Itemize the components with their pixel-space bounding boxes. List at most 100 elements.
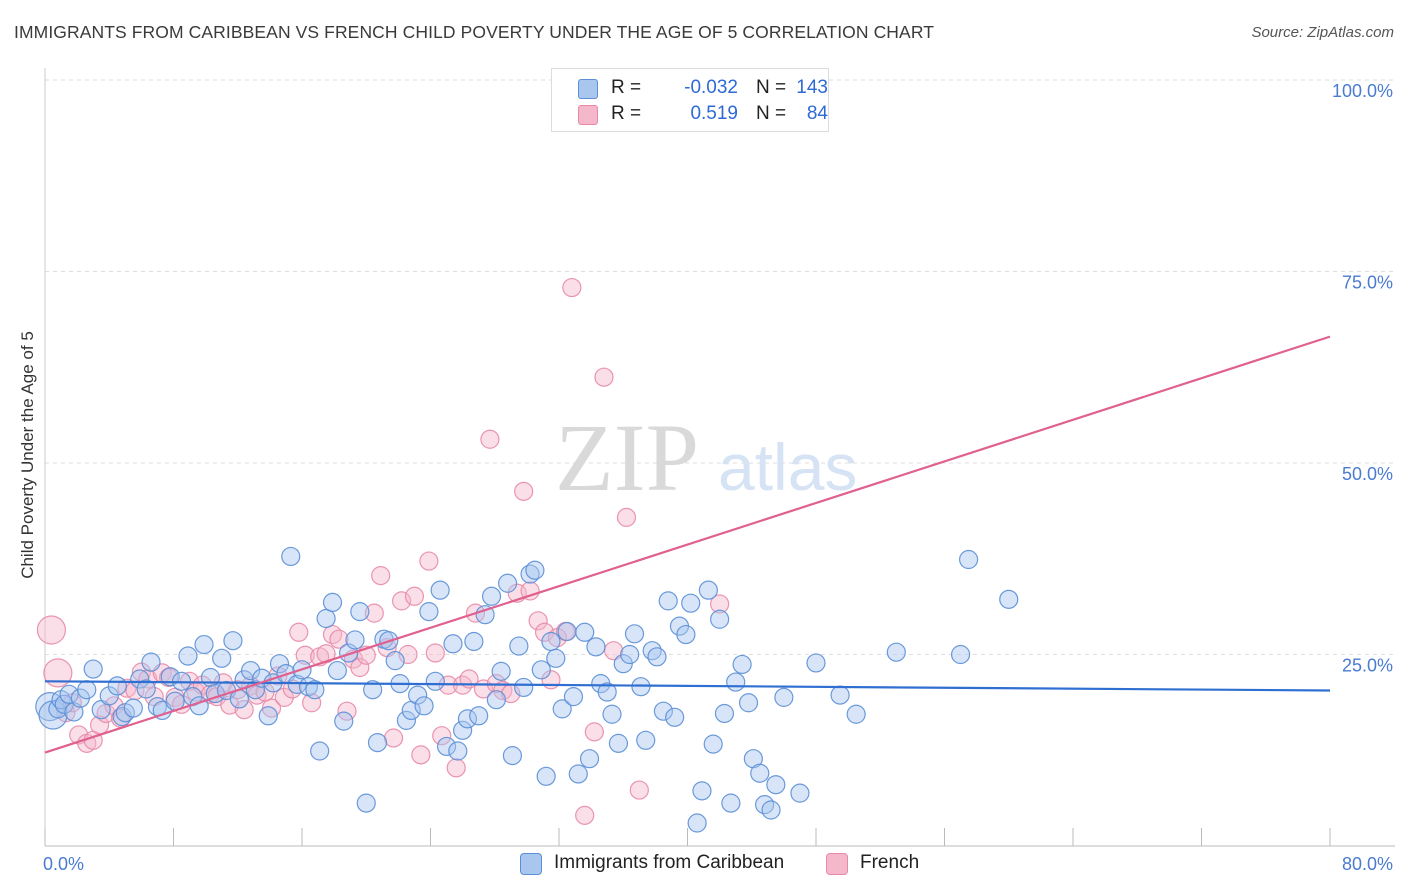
caribbean-point xyxy=(624,624,645,644)
french-point xyxy=(520,581,540,601)
caribbean-point xyxy=(123,698,143,718)
caribbean-points xyxy=(35,546,1019,833)
french-point xyxy=(562,277,582,298)
french-point xyxy=(480,429,500,449)
caribbean-point xyxy=(269,654,290,674)
caribbean-point xyxy=(636,730,656,750)
caribbean-point xyxy=(999,589,1019,609)
caribbean-point xyxy=(316,608,336,629)
caribbean-point xyxy=(761,800,781,820)
french-point xyxy=(584,722,604,742)
x-tick-label-min: 0.0% xyxy=(43,854,84,874)
caribbean-point xyxy=(223,631,243,651)
caribbean-point xyxy=(322,592,343,613)
french-point xyxy=(710,594,730,614)
watermark-atlas: atlas xyxy=(718,430,857,504)
french-point xyxy=(350,657,370,678)
caribbean-point xyxy=(498,573,518,593)
caribbean-point xyxy=(425,671,445,691)
french-point xyxy=(528,611,548,631)
caribbean-point xyxy=(194,634,214,655)
caribbean-point xyxy=(443,634,463,654)
caribbean-point xyxy=(305,680,325,700)
caribbean-point xyxy=(579,749,600,769)
caribbean-point xyxy=(363,680,383,700)
caribbean-point xyxy=(430,580,450,600)
caribbean-point xyxy=(726,672,746,692)
caribbean-point xyxy=(419,602,439,622)
french-point xyxy=(432,726,452,746)
caribbean-point xyxy=(436,736,457,757)
caribbean-point xyxy=(525,560,545,580)
caribbean-point xyxy=(241,660,261,681)
caribbean-point xyxy=(531,660,551,680)
caribbean-point xyxy=(546,648,566,668)
caribbean-point xyxy=(367,732,388,753)
caribbean-point xyxy=(568,764,588,784)
caribbean-point xyxy=(200,667,221,688)
legend-r-label: R = xyxy=(611,77,642,98)
trend-lines xyxy=(44,335,1331,754)
caribbean-point xyxy=(597,682,617,702)
french-point xyxy=(446,758,466,778)
french-point xyxy=(575,805,595,825)
caribbean-point xyxy=(703,734,723,754)
french-point xyxy=(220,695,240,715)
legend-r-value-french: 0.519 xyxy=(690,103,738,124)
caribbean-point xyxy=(552,699,572,719)
caribbean-point xyxy=(958,549,979,570)
caribbean-point xyxy=(830,685,850,705)
caribbean-point xyxy=(141,652,161,672)
caribbean-point xyxy=(356,793,376,813)
caribbean-point xyxy=(212,648,232,668)
caribbean-point xyxy=(754,795,775,815)
caribbean-point xyxy=(345,630,365,650)
french-point xyxy=(594,367,614,387)
caribbean-point xyxy=(99,686,119,706)
french-point xyxy=(419,551,439,571)
caribbean-point xyxy=(414,696,434,716)
caribbean-point xyxy=(620,644,640,665)
legend-n-label: N = xyxy=(756,77,787,98)
caribbean-point xyxy=(721,793,741,813)
legend-label-caribbean: Immigrants from Caribbean xyxy=(554,852,785,873)
y-tick-labels: 25.0% 50.0% 75.0% 100.0% xyxy=(1332,81,1393,676)
french-point xyxy=(383,728,404,748)
caribbean-point xyxy=(710,609,730,629)
legend-label-french: French xyxy=(860,852,920,873)
french-point xyxy=(261,698,282,718)
watermark: ZIP atlas xyxy=(555,404,857,511)
legend-n-label: N = xyxy=(756,103,787,124)
caribbean-point xyxy=(536,766,556,786)
caribbean-point xyxy=(486,690,506,710)
legend-swatch-french xyxy=(578,105,598,125)
caribbean-point xyxy=(886,642,906,662)
y-tick-label: 75.0% xyxy=(1342,273,1393,293)
caribbean-point xyxy=(665,707,685,727)
caribbean-point xyxy=(475,605,495,625)
caribbean-point xyxy=(385,651,405,671)
caribbean-point xyxy=(692,781,712,801)
caribbean-point xyxy=(653,701,674,721)
caribbean-point xyxy=(59,684,79,704)
legend-n-value-caribbean: 143 xyxy=(796,77,828,98)
caribbean-point xyxy=(608,733,629,753)
caribbean-point xyxy=(408,685,428,705)
caribbean-point xyxy=(453,720,473,740)
watermark-zip: ZIP xyxy=(555,404,699,511)
caribbean-point xyxy=(563,687,584,707)
caribbean-point xyxy=(750,763,770,783)
caribbean-point xyxy=(676,624,696,645)
caribbean-point xyxy=(698,580,718,600)
legend-swatch-french xyxy=(826,853,848,875)
caribbean-point xyxy=(448,741,468,761)
caribbean-point xyxy=(541,631,561,652)
caribbean-point xyxy=(350,602,370,622)
stats-legend: R = -0.032 N = 143 R = 0.519 N = 84 xyxy=(551,68,829,132)
caribbean-point xyxy=(130,669,150,689)
caribbean-point xyxy=(950,644,971,665)
chart-title: IMMIGRANTS FROM CARIBBEAN VS FRENCH CHIL… xyxy=(14,22,935,42)
caribbean-point xyxy=(790,783,810,803)
legend-n-value-french: 84 xyxy=(806,103,828,124)
